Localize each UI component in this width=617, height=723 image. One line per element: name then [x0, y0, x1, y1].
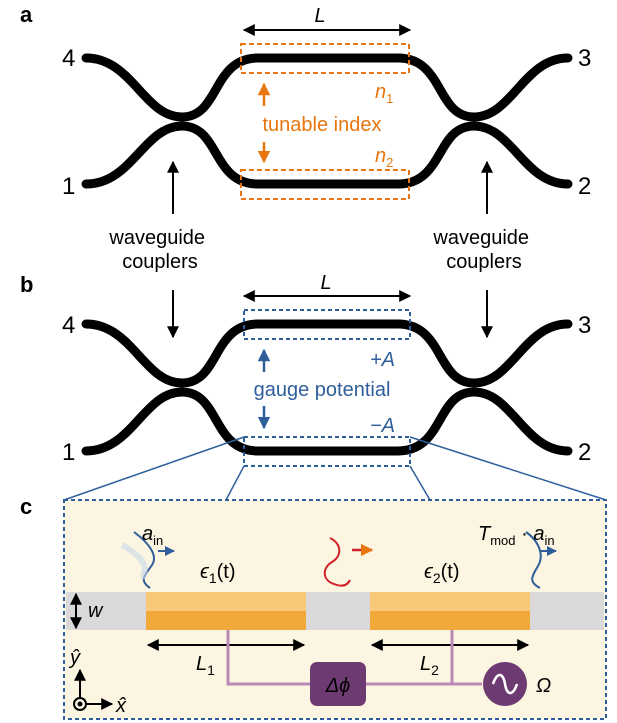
input-wavepacket-glow	[120, 542, 148, 580]
phase-shifter-box	[310, 662, 366, 706]
bottom-waveguide-b	[81, 387, 573, 456]
n2-label: n2	[375, 145, 393, 170]
sine-icon	[491, 673, 519, 695]
left-coupler-label: waveguide couplers	[108, 227, 210, 273]
epsilon-2-label: ϵ2(t)	[424, 561, 460, 586]
port-3-b: 3	[578, 312, 591, 339]
width-label: w	[88, 600, 104, 622]
panel-c-letter: c	[20, 494, 32, 519]
panel-c: c ain Tmod · ain ϵ1(t) ϵ2(t) w L1 L2	[20, 494, 607, 720]
zoom-line-left-outer	[63, 436, 245, 501]
port-4-b: 4	[62, 312, 75, 339]
tunable-box-bottom	[240, 169, 410, 200]
panel-a: a L n1 n2 tunable index 4 3 1 2	[20, 2, 591, 214]
zoom-line-left-inner	[225, 465, 245, 501]
panel-b-letter: b	[20, 272, 33, 297]
port-2-b: 2	[578, 439, 591, 466]
tunable-box-top	[240, 43, 410, 74]
l2-label: L2	[420, 653, 439, 678]
port-3-a: 3	[578, 45, 591, 72]
bottom-waveguide-a	[81, 121, 573, 189]
top-waveguide-b	[81, 319, 573, 388]
panel-a-letter: a	[20, 2, 33, 27]
epsilon-1-label: ϵ1(t)	[200, 561, 236, 586]
length-label-b: L	[320, 272, 331, 294]
port-2-a: 2	[578, 173, 591, 200]
right-coupler-label: waveguide couplers	[432, 227, 534, 273]
length-label-a: L	[314, 5, 325, 27]
gauge-potential-label: gauge potential	[254, 379, 391, 401]
a-in-label: ain	[142, 523, 163, 548]
top-waveguide-a	[81, 53, 573, 122]
plus-a-label: +A	[370, 349, 395, 371]
z-axis-dot-inner	[77, 701, 83, 707]
port-4-a: 4	[62, 45, 75, 72]
t-mod-a-in-label: Tmod · ain	[478, 523, 555, 548]
modulator-1-highlight	[146, 592, 306, 611]
zoom-line-right-inner	[409, 465, 431, 501]
modulator-2-highlight	[370, 592, 530, 611]
port-1-b: 1	[62, 439, 75, 466]
omega-label: Ω	[536, 675, 551, 697]
y-axis-label: ŷ	[68, 647, 81, 669]
tunable-index-label: tunable index	[263, 114, 382, 136]
output-wavepacket	[525, 531, 542, 589]
n1-label: n1	[375, 81, 393, 106]
input-wavepacket	[133, 531, 155, 589]
modulation-wave	[323, 537, 351, 587]
minus-a-label: −A	[370, 415, 395, 437]
drive-line-1	[226, 630, 310, 686]
port-1-a: 1	[62, 173, 75, 200]
zoom-line-right-outer	[409, 436, 607, 501]
x-axis-label: x̂	[115, 695, 127, 717]
panel-b: b L +A −A gauge potential 4 3 1 2	[20, 272, 607, 501]
l1-label: L1	[196, 653, 215, 678]
phase-shifter-label: Δϕ	[325, 675, 351, 697]
